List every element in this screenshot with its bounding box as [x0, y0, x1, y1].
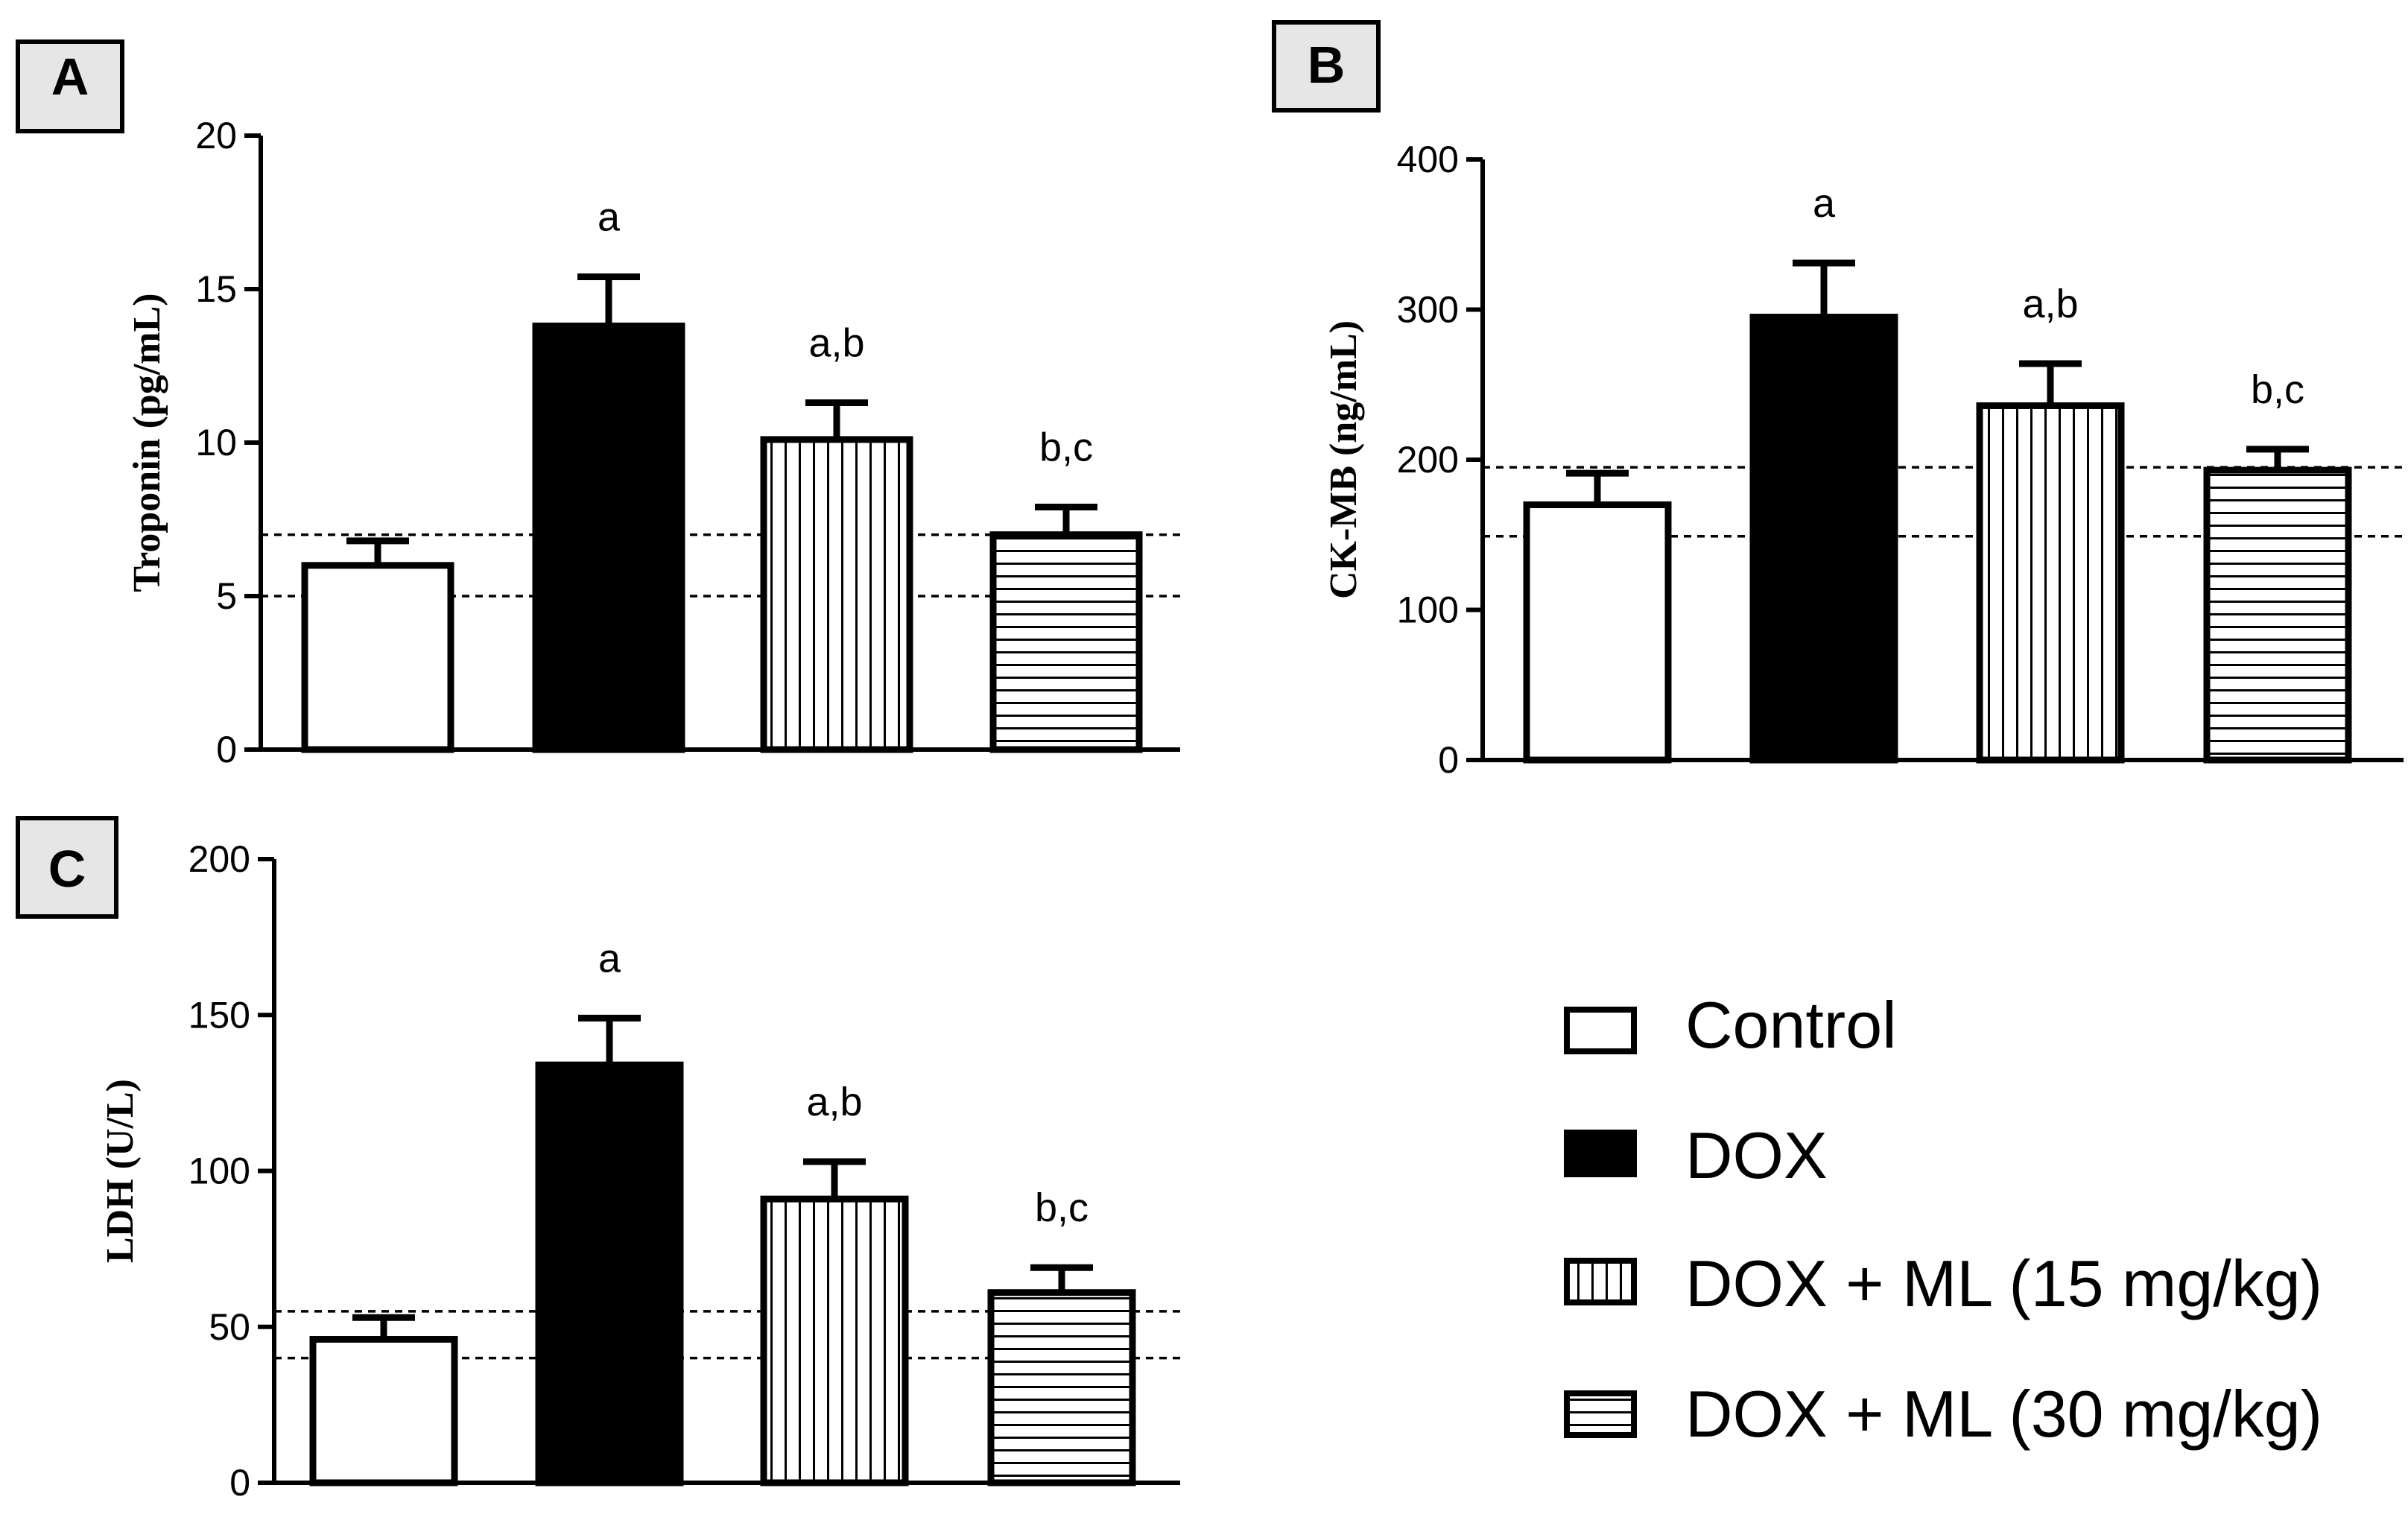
panel-b: Ba a,b b,c 0 100 200 300 400 CK-MB (ng/mL) — [1272, 20, 2404, 781]
panel-label: C — [48, 840, 86, 898]
legend-label-control: Control — [1685, 988, 1897, 1062]
bar-dox — [532, 322, 685, 753]
y-tick-label: 50 — [209, 1306, 250, 1348]
y-axis-title: CK-MB (ng/mL) — [1322, 320, 1365, 599]
y-tick-label: 200 — [188, 838, 250, 880]
significance-label-dox-ml-30-mg-kg: b,c — [1039, 425, 1093, 470]
y-tick-label: 150 — [188, 994, 250, 1036]
significance-label-dox-ml-15-mg-kg: a,b — [806, 1080, 862, 1124]
significance-label-dox-ml-15-mg-kg: a,b — [2022, 282, 2078, 326]
y-tick-label: 100 — [1397, 589, 1459, 631]
y-tick-label: 0 — [229, 1462, 250, 1504]
significance-label-dox-ml-15-mg-kg: a,b — [808, 320, 864, 365]
y-tick-label: 400 — [1397, 139, 1459, 180]
legend-label-dox: DOX — [1685, 1118, 1828, 1192]
y-tick-label: 0 — [216, 729, 237, 770]
panel-label-box — [16, 816, 118, 919]
y-tick-label: 100 — [188, 1150, 250, 1192]
bar-control — [301, 562, 454, 753]
panel-label-box — [16, 39, 124, 133]
bar-dox — [535, 1061, 684, 1486]
legend-swatch-dox — [1564, 1130, 1637, 1177]
y-tick-label: 0 — [1438, 739, 1459, 781]
bar-dox-ml-15-mg-kg — [760, 1195, 909, 1486]
bar-dox-ml-15-mg-kg — [760, 436, 913, 753]
y-axis-title: Troponin (pg/mL) — [126, 293, 168, 592]
significance-label-dox-ml-30-mg-kg: b,c — [1035, 1185, 1089, 1230]
panel-label-box — [1272, 20, 1381, 113]
panel-a: Aa a,b b,c 0 5 10 15 20 Troponin (pg/mL) — [16, 39, 1180, 770]
y-tick-label: 200 — [1397, 439, 1459, 481]
bar-control — [1523, 501, 1672, 764]
y-tick-label: 20 — [195, 115, 237, 156]
y-axis-title: LDH (U/L) — [99, 1079, 142, 1263]
bar-dox-ml-15-mg-kg — [1976, 402, 2125, 764]
significance-label-dox: a — [1813, 181, 1836, 226]
y-tick-label: 5 — [216, 575, 237, 617]
y-tick-label: 10 — [195, 422, 237, 463]
y-tick-label: 300 — [1397, 289, 1459, 331]
panel-label: B — [1308, 36, 1346, 94]
legend-swatch-dox-ml-15 — [1564, 1258, 1637, 1305]
panel-label: A — [51, 48, 89, 106]
bar-dox-ml-30-mg-kg — [989, 531, 1143, 753]
significance-label-dox-ml-30-mg-kg: b,c — [2251, 367, 2304, 412]
legend-swatch-control — [1564, 1007, 1637, 1054]
significance-label-dox: a — [598, 936, 621, 981]
legend-label-dox-ml-15: DOX + ML (15 mg/kg) — [1685, 1247, 2322, 1320]
legend: Control DOX DOX + ML (15 mg/kg) DOX + ML… — [1564, 988, 2322, 1451]
bar-dox-ml-30-mg-kg — [2203, 466, 2352, 764]
legend-label-dox-ml-30: DOX + ML (30 mg/kg) — [1685, 1377, 2322, 1451]
legend-swatch-dox-ml-30 — [1564, 1390, 1637, 1438]
y-tick-label: 15 — [195, 268, 237, 310]
bar-dox-ml-30-mg-kg — [987, 1289, 1136, 1486]
panel-c: Ca a,b b,c 0 50 100 150 200 LDH (U/L) — [16, 816, 1180, 1504]
bar-dox — [1749, 314, 1898, 764]
bar-control — [309, 1335, 458, 1486]
significance-label-dox: a — [598, 195, 621, 240]
